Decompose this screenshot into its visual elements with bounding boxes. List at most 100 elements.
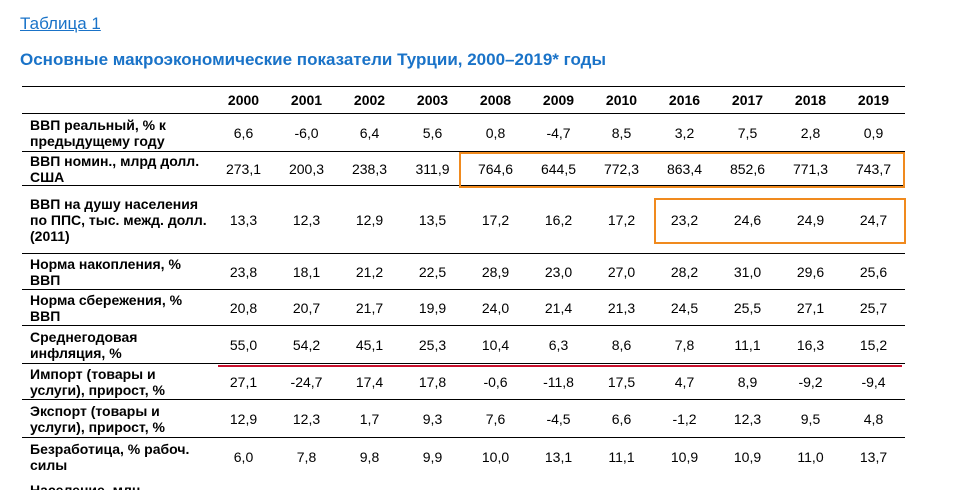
value-cell: 0,9 [842, 113, 905, 152]
value-cell: 238,3 [338, 151, 401, 186]
value-cell: 16,2 [527, 185, 590, 254]
value-cell: 4,7 [653, 363, 716, 400]
value-cell: 24,9 [779, 185, 842, 254]
value-cell: 7,8 [653, 325, 716, 364]
value-cell: 6,4 [338, 113, 401, 152]
value-cell: 31,0 [716, 253, 779, 290]
value-cell: 17,8 [401, 363, 464, 400]
value-cell: 7,8 [275, 437, 338, 476]
value-cell: 45,1 [338, 325, 401, 364]
value-cell: 852,6 [716, 151, 779, 186]
value-cell: 8,5 [590, 113, 653, 152]
value-cell: 12,3 [716, 399, 779, 438]
macro-table-container: 2000 2001 2002 2003 2008 2009 2010 2016 … [22, 86, 905, 476]
value-cell: 23,0 [527, 253, 590, 290]
value-cell: 1,7 [338, 399, 401, 438]
value-cell: 25,7 [842, 289, 905, 326]
value-cell: 23,2 [653, 185, 716, 254]
value-cell: 11,1 [716, 325, 779, 364]
year-header: 2001 [275, 86, 338, 114]
value-cell: 10,9 [716, 437, 779, 476]
value-cell: 6,3 [527, 325, 590, 364]
table-row: ВВП реальный, % к предыдущему году 6,6 -6,… [22, 113, 905, 152]
row-label: Норма сбережения, % ВВП [22, 289, 212, 326]
value-cell: 772,3 [590, 151, 653, 186]
value-cell: 17,2 [464, 185, 527, 254]
value-cell: 12,9 [212, 399, 275, 438]
value-cell: 9,9 [401, 437, 464, 476]
value-cell: 28,2 [653, 253, 716, 290]
value-cell: 743,7 [842, 151, 905, 186]
value-cell: 24,5 [653, 289, 716, 326]
year-header: 2018 [779, 86, 842, 114]
value-cell: -24,7 [275, 363, 338, 400]
value-cell: 0,8 [464, 113, 527, 152]
value-cell: 863,4 [653, 151, 716, 186]
value-cell: 11,1 [590, 437, 653, 476]
value-cell: 21,7 [338, 289, 401, 326]
value-cell: 9,8 [338, 437, 401, 476]
value-cell: 6,6 [590, 399, 653, 438]
value-cell: 12,9 [338, 185, 401, 254]
year-header: 2017 [716, 86, 779, 114]
table-row: Норма накопления, % ВВП 23,8 18,1 21,2 22,5 2… [22, 253, 905, 290]
value-cell: 25,3 [401, 325, 464, 364]
table-row: Импорт (товары и услуги), прирост, % 27,1… [22, 363, 905, 400]
value-cell: 25,6 [842, 253, 905, 290]
value-cell: 13,3 [212, 185, 275, 254]
value-cell: 21,3 [590, 289, 653, 326]
value-cell: 28,9 [464, 253, 527, 290]
value-cell: 17,4 [338, 363, 401, 400]
value-cell: 54,2 [275, 325, 338, 364]
table-title: Основные макроэкономические показатели Т… [20, 50, 606, 69]
value-cell: 29,6 [779, 253, 842, 290]
value-cell: 200,3 [275, 151, 338, 186]
value-cell: -9,2 [779, 363, 842, 400]
value-cell: 20,7 [275, 289, 338, 326]
value-cell: 24,0 [464, 289, 527, 326]
value-cell: 12,3 [275, 185, 338, 254]
row-label: ВВП реальный, % к предыдущему году [22, 113, 212, 152]
value-cell: 18,1 [275, 253, 338, 290]
value-cell: 27,1 [779, 289, 842, 326]
value-cell: 10,9 [653, 437, 716, 476]
value-cell: 17,2 [590, 185, 653, 254]
value-cell: 23,8 [212, 253, 275, 290]
row-label: Норма накопления, % ВВП [22, 253, 212, 290]
value-cell: 9,5 [779, 399, 842, 438]
value-cell: 25,5 [716, 289, 779, 326]
value-cell: 21,2 [338, 253, 401, 290]
value-cell: 19,9 [401, 289, 464, 326]
row-label: ВВП на душу населения по ППС, тыс. межд.… [22, 185, 212, 254]
value-cell: -6,0 [275, 113, 338, 152]
value-cell: 16,3 [779, 325, 842, 364]
value-cell: 24,6 [716, 185, 779, 254]
value-cell: 2,8 [779, 113, 842, 152]
row-label: ВВП номин., млрд долл. США [22, 151, 212, 186]
value-cell: 10,0 [464, 437, 527, 476]
value-cell: 17,5 [590, 363, 653, 400]
table-row: Экспорт (товары и услуги), прирост, % 12,… [22, 399, 905, 438]
value-cell: 644,5 [527, 151, 590, 186]
header-empty-cell [22, 86, 212, 114]
value-cell: 12,3 [275, 399, 338, 438]
table-row: ВВП номин., млрд долл. США 273,1 200,3 238,… [22, 151, 905, 186]
value-cell: 4,8 [842, 399, 905, 438]
value-cell: 13,5 [401, 185, 464, 254]
row-label: Импорт (товары и услуги), прирост, % [22, 363, 212, 400]
value-cell: -1,2 [653, 399, 716, 438]
value-cell: 8,9 [716, 363, 779, 400]
year-header: 2010 [590, 86, 653, 114]
macro-indicators-table: 2000 2001 2002 2003 2008 2009 2010 2016 … [22, 86, 905, 476]
table-row: ВВП на душу населения по ППС, тыс. межд.… [22, 185, 905, 254]
value-cell: 55,0 [212, 325, 275, 364]
table-row: Среднегодовая инфляция, % 55,0 54,2 45,1 25,… [22, 325, 905, 364]
value-cell: 311,9 [401, 151, 464, 186]
year-header: 2000 [212, 86, 275, 114]
table-number-link[interactable]: Таблица 1 [20, 14, 101, 33]
value-cell: 8,6 [590, 325, 653, 364]
value-cell: 5,6 [401, 113, 464, 152]
value-cell: 13,1 [527, 437, 590, 476]
table-row: Норма сбережения, % ВВП 20,8 20,7 21,7 19,9 2… [22, 289, 905, 326]
